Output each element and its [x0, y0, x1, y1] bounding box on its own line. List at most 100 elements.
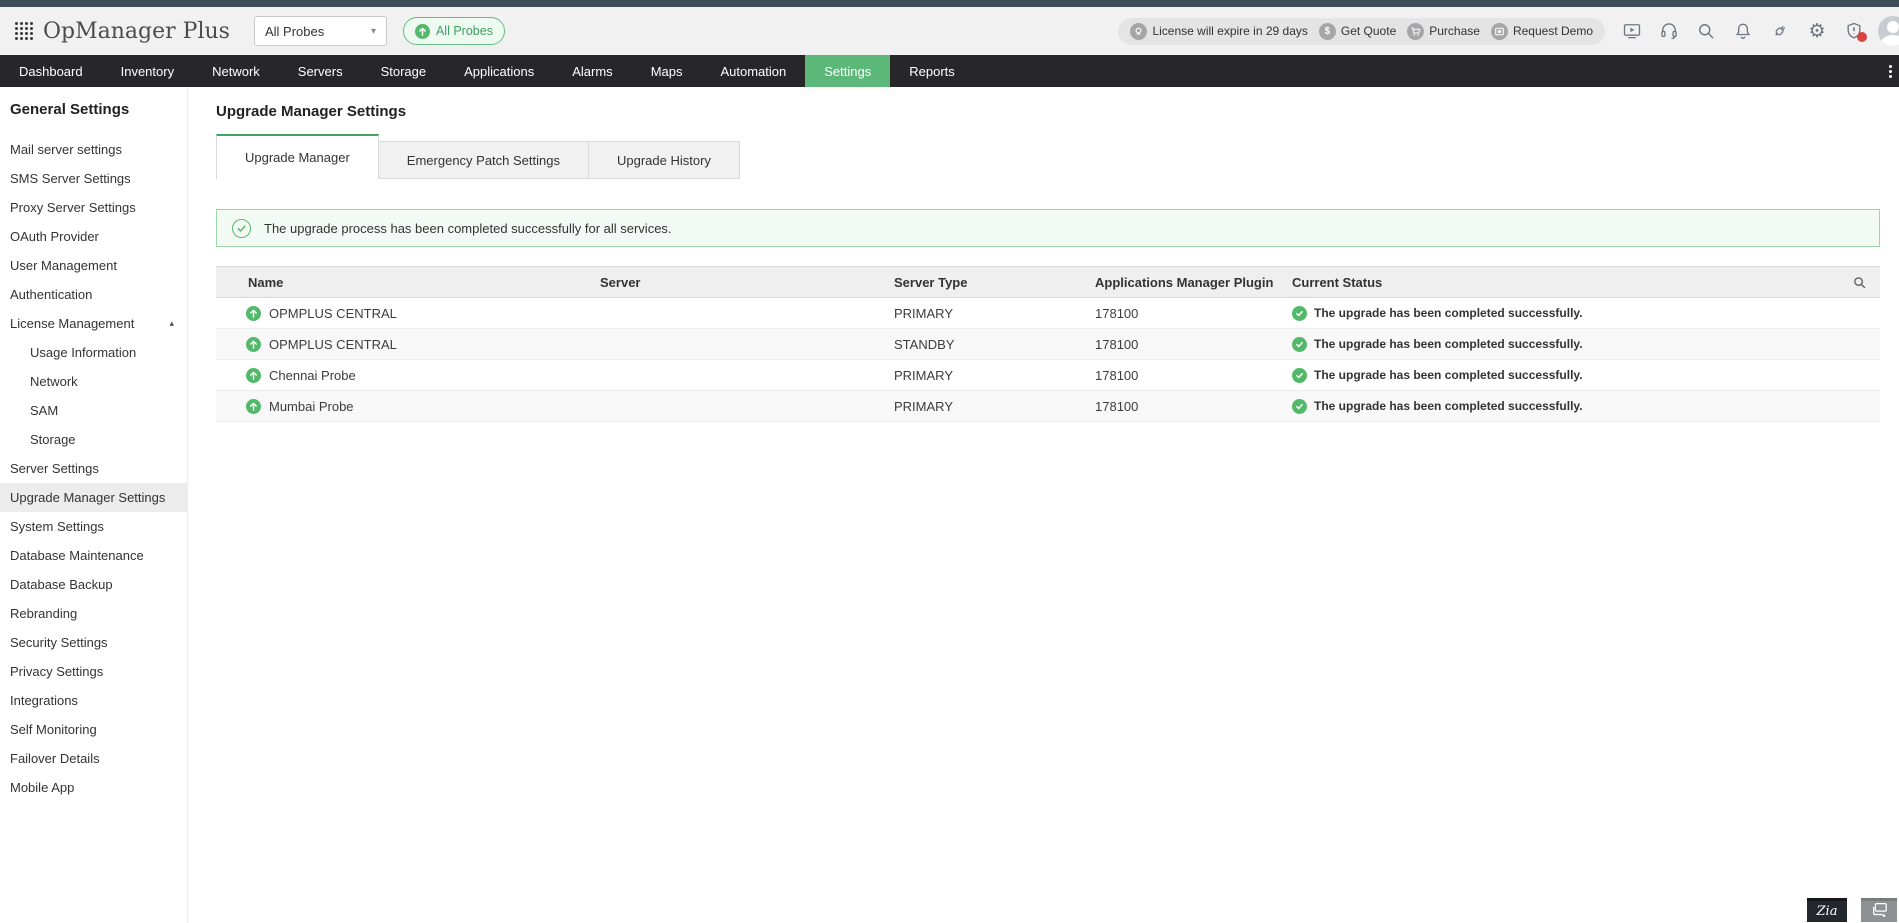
sidebar-item-mail-server-settings[interactable]: Mail server settings — [10, 142, 122, 157]
sidebar-item-database-backup[interactable]: Database Backup — [10, 577, 113, 592]
sidebar-item-network[interactable]: Network — [30, 374, 78, 389]
request-demo-link[interactable]: Request Demo — [1490, 22, 1593, 40]
purchase-link[interactable]: Purchase — [1407, 22, 1480, 40]
apps-grid-icon[interactable] — [15, 22, 33, 40]
row-server-type: PRIMARY — [894, 367, 953, 383]
sidebar-item-oauth-provider[interactable]: OAuth Provider — [10, 229, 99, 244]
nav-item-settings[interactable]: Settings — [805, 55, 891, 87]
row-plugin: 178100 — [1095, 336, 1139, 352]
sidebar-item-mobile-app[interactable]: Mobile App — [10, 780, 75, 795]
sidebar-item-integrations[interactable]: Integrations — [10, 693, 78, 708]
table-row[interactable]: OPMPLUS CENTRAL STANDBY 178100 The upgra… — [216, 329, 1880, 360]
nav-item-applications[interactable]: Applications — [464, 63, 535, 79]
sidebar-item-license-management[interactable]: License Management ▴ — [10, 316, 174, 331]
license-expiry-text: License will expire in 29 days — [1152, 24, 1308, 38]
sidebar-item-rebranding[interactable]: Rebranding — [10, 606, 78, 621]
row-status: The upgrade has been completed successfu… — [1314, 337, 1583, 351]
status-check-icon — [1292, 367, 1307, 383]
nav-item-inventory[interactable]: Inventory — [120, 63, 175, 79]
window-top-strip — [0, 0, 1899, 7]
probe-selector-dropdown[interactable]: All Probes ▾ — [253, 16, 387, 46]
success-check-icon — [232, 218, 251, 238]
nav-item-dashboard[interactable]: Dashboard — [19, 63, 83, 79]
row-name: OPMPLUS CENTRAL — [269, 336, 397, 352]
sidebar-item-security-settings[interactable]: Security Settings — [10, 635, 108, 650]
table-body: OPMPLUS CENTRAL PRIMARY 178100 The upgra… — [216, 298, 1880, 422]
video-tutorial-icon[interactable] — [1622, 21, 1642, 41]
nav-item-alarms[interactable]: Alarms — [572, 63, 613, 79]
dollar-icon: $ — [1318, 22, 1336, 40]
sidebar-item-usage-information[interactable]: Usage Information — [30, 345, 137, 360]
column-header-current-status[interactable]: Current Status — [1292, 274, 1383, 290]
search-icon[interactable] — [1696, 21, 1716, 41]
request-demo-label: Request Demo — [1512, 24, 1593, 38]
get-quote-label: Get Quote — [1340, 24, 1397, 38]
nav-item-storage[interactable]: Storage — [380, 63, 427, 79]
table-row[interactable]: Chennai Probe PRIMARY 178100 The upgrade… — [216, 360, 1880, 391]
probe-selector-value: All Probes — [264, 23, 325, 39]
nav-item-network[interactable]: Network — [212, 63, 260, 79]
sidebar-item-proxy-server-settings[interactable]: Proxy Server Settings — [10, 200, 136, 215]
sidebar-item-authentication[interactable]: Authentication — [10, 287, 93, 302]
all-probes-button[interactable]: All Probes — [402, 17, 505, 45]
sidebar-item-privacy-settings[interactable]: Privacy Settings — [10, 664, 104, 679]
zia-label: Zia — [1816, 904, 1838, 919]
support-headset-icon[interactable] — [1659, 21, 1679, 41]
row-name: OPMPLUS CENTRAL — [269, 305, 397, 321]
header-right-cluster: License will expire in 29 days $ Get Quo… — [1118, 7, 1899, 55]
sidebar-item-user-management[interactable]: User Management — [10, 258, 117, 273]
settings-gear-icon[interactable]: ⚙ — [1808, 20, 1826, 42]
demo-screen-icon — [1490, 22, 1508, 40]
floating-buttons: Zia — [1807, 898, 1897, 922]
column-header-server-type[interactable]: Server Type — [894, 274, 968, 290]
cart-icon — [1407, 22, 1425, 40]
sidebar-item-sms-server-settings[interactable]: SMS Server Settings — [10, 171, 131, 186]
security-shield-icon[interactable] — [1844, 21, 1867, 42]
sidebar-item-storage[interactable]: Storage — [30, 432, 76, 447]
sidebar-item-self-monitoring[interactable]: Self Monitoring — [10, 722, 97, 737]
nav-overflow-dots-icon[interactable] — [1889, 55, 1892, 87]
upgrade-arrow-icon — [246, 336, 261, 352]
table-row[interactable]: Mumbai Probe PRIMARY 178100 The upgrade … — [216, 391, 1880, 422]
license-pill: License will expire in 29 days $ Get Quo… — [1118, 17, 1605, 45]
plugin-icon[interactable] — [1770, 21, 1790, 41]
tab-upgrade-manager[interactable]: Upgrade Manager — [216, 134, 379, 179]
sidebar-item-system-settings[interactable]: System Settings — [10, 519, 104, 534]
upload-arrow-icon — [414, 23, 430, 39]
nav-item-automation[interactable]: Automation — [720, 63, 787, 79]
sidebar-item-sam[interactable]: SAM — [30, 403, 59, 418]
header-icon-row: ⚙ — [1622, 20, 1867, 42]
tab-upgrade-history[interactable]: Upgrade History — [588, 141, 740, 179]
status-check-icon — [1292, 305, 1307, 321]
upgrade-table: Name Server Server Type Applications Man… — [216, 266, 1880, 422]
notifications-bell-icon[interactable] — [1733, 21, 1753, 41]
column-header-server[interactable]: Server — [600, 274, 641, 290]
row-name: Chennai Probe — [269, 367, 356, 383]
row-plugin: 178100 — [1095, 305, 1139, 321]
sidebar-item-upgrade-manager-settings[interactable]: Upgrade Manager Settings — [0, 483, 187, 512]
tab-emergency-patch-settings[interactable]: Emergency Patch Settings — [377, 141, 589, 179]
get-quote-link[interactable]: $ Get Quote — [1318, 22, 1397, 40]
app-header: OpManager Plus All Probes ▾ All Probes L… — [0, 7, 1899, 55]
alert-badge — [1857, 32, 1867, 42]
column-header-name[interactable]: Name — [248, 274, 284, 290]
column-header-plugin[interactable]: Applications Manager Plugin — [1095, 274, 1274, 290]
zia-assistant-button[interactable]: Zia — [1807, 898, 1847, 922]
collapse-caret-icon[interactable]: ▴ — [169, 318, 174, 328]
chat-icon — [1871, 902, 1888, 922]
sidebar-item-failover-details[interactable]: Failover Details — [10, 751, 100, 766]
table-row[interactable]: OPMPLUS CENTRAL PRIMARY 178100 The upgra… — [216, 298, 1880, 329]
row-server-type: STANDBY — [894, 336, 955, 352]
table-search-icon[interactable] — [1852, 275, 1867, 293]
sidebar-item-database-maintenance[interactable]: Database Maintenance — [10, 548, 144, 563]
row-server-type: PRIMARY — [894, 305, 953, 321]
nav-item-maps[interactable]: Maps — [650, 63, 683, 79]
nav-item-servers[interactable]: Servers — [297, 63, 343, 79]
nav-item-reports[interactable]: Reports — [909, 63, 955, 79]
license-expiry-item[interactable]: License will expire in 29 days — [1130, 22, 1308, 40]
chevron-down-icon: ▾ — [370, 25, 376, 37]
settings-sidebar: General Settings Mail server settings SM… — [0, 87, 188, 923]
user-avatar[interactable] — [1878, 16, 1899, 46]
sidebar-item-server-settings[interactable]: Server Settings — [10, 461, 99, 476]
feedback-chat-button[interactable] — [1861, 898, 1897, 922]
